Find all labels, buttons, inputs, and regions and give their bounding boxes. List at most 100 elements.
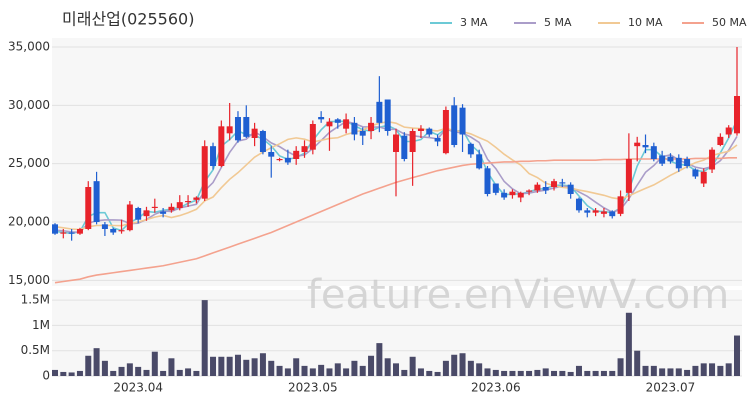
volume-bar	[168, 358, 175, 376]
volume-bar	[409, 356, 416, 376]
candle-body	[467, 143, 474, 155]
candle-body	[517, 192, 524, 198]
volume-bar	[451, 354, 458, 376]
volume-bar	[492, 369, 499, 376]
candle-body	[534, 184, 541, 191]
volume-bar	[85, 355, 92, 376]
volume-bar	[210, 356, 217, 376]
volume-bar	[659, 368, 666, 376]
watermark: feature.enViewV.com	[307, 272, 729, 318]
volume-bar	[135, 366, 142, 376]
candle-body	[725, 127, 732, 135]
volume-bar	[243, 359, 250, 376]
volume-bar	[393, 363, 399, 376]
candle-body	[526, 190, 533, 192]
candle-body	[101, 224, 108, 229]
candle-body	[118, 230, 125, 232]
volume-bar	[575, 365, 582, 376]
candle-body	[168, 206, 175, 211]
legend-label: 10 MA	[628, 16, 663, 29]
candle-body	[259, 131, 266, 152]
candle-body	[393, 134, 399, 152]
candle-body	[642, 145, 649, 148]
candle-body	[542, 187, 549, 191]
candle-body	[492, 183, 499, 193]
candle-body	[176, 202, 183, 208]
candle-body	[284, 157, 291, 163]
candle-body	[567, 184, 574, 194]
volume-bar	[434, 371, 441, 376]
volume-bar	[118, 366, 125, 376]
volume-bar	[60, 371, 67, 376]
volume-bar	[93, 348, 100, 376]
legend-label: 50 MA	[712, 16, 747, 29]
candle-body	[451, 105, 458, 145]
candle-body	[717, 136, 724, 145]
candle-body	[309, 124, 316, 150]
candle-body	[684, 159, 691, 166]
volume-bar	[301, 365, 308, 376]
candle-body	[135, 208, 142, 220]
y-tick-label: 30,000	[8, 98, 50, 112]
y-tick-label: 15,000	[8, 273, 50, 287]
candle-body	[293, 150, 300, 159]
volume-bar	[700, 363, 707, 376]
candle-body	[417, 128, 424, 131]
volume-bar	[126, 363, 133, 376]
candle-body	[700, 171, 707, 184]
volume-bar	[151, 351, 158, 376]
candle-body	[243, 117, 250, 137]
x-tick-label: 2023.07	[646, 381, 696, 395]
volume-bar	[68, 372, 75, 376]
candle-body	[301, 146, 308, 152]
candle-body	[151, 206, 158, 208]
volume-bar	[101, 360, 108, 376]
volume-bar	[551, 370, 558, 376]
candle-body	[617, 196, 624, 214]
volume-bar	[234, 354, 241, 376]
x-tick-label: 2023.04	[113, 381, 163, 395]
volume-bar	[534, 369, 541, 376]
candle-body	[193, 197, 200, 200]
candle-body	[409, 131, 416, 152]
volume-bar	[484, 368, 491, 376]
volume-bar	[110, 370, 117, 376]
volume-bar	[176, 369, 183, 376]
candle-body	[709, 149, 716, 170]
volume-bar	[309, 368, 316, 376]
candle-body	[93, 181, 100, 222]
candle-body	[484, 168, 491, 194]
volume-bar	[226, 356, 233, 376]
volume-bar	[542, 368, 549, 376]
volume-bar	[343, 368, 350, 376]
candle-body	[692, 169, 699, 177]
y-tick-label: 1.5M	[21, 293, 50, 307]
candle-body	[276, 159, 283, 161]
volume-bar	[293, 358, 300, 376]
volume-bar	[734, 335, 740, 376]
candle-body	[501, 192, 508, 198]
candle-body	[434, 138, 441, 142]
volume-bar	[368, 355, 375, 376]
volume-bar	[284, 368, 291, 376]
volume-bar	[509, 370, 516, 376]
volume-bar	[567, 371, 574, 376]
candle-body	[600, 211, 607, 214]
volume-bar	[334, 363, 341, 376]
volume-bar	[276, 365, 283, 376]
volume-bar	[667, 368, 674, 376]
volume-bar	[185, 368, 192, 376]
volume-bar	[384, 358, 391, 376]
volume-bar	[193, 370, 200, 376]
volume-bar	[684, 369, 691, 376]
volume-bar	[201, 300, 208, 376]
volume-bar	[625, 312, 632, 376]
candle-body	[509, 191, 516, 196]
candle-body	[318, 117, 325, 120]
volume-bar	[650, 365, 657, 376]
candle-body	[218, 126, 225, 166]
candle-body	[675, 157, 682, 169]
candle-body	[734, 96, 740, 134]
volume-bar	[376, 343, 383, 376]
volume-bar	[476, 363, 483, 376]
